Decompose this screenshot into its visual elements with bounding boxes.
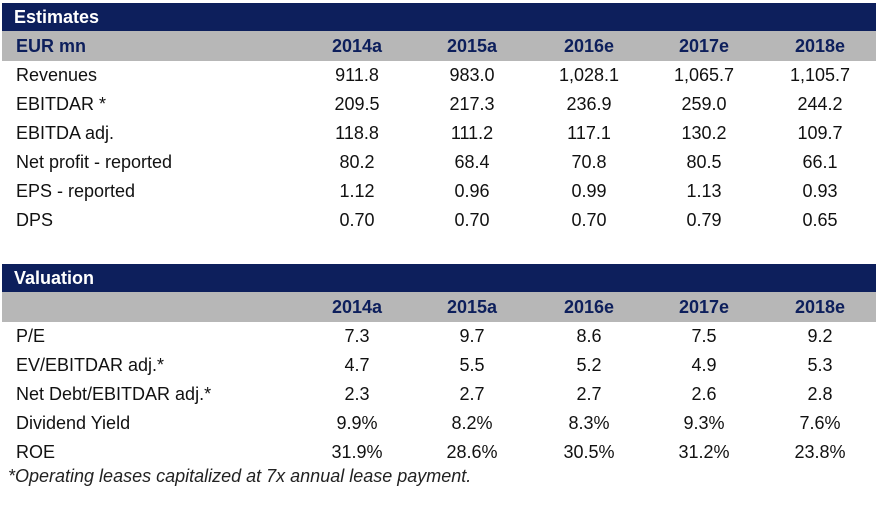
table-cell: 5.2 (576, 355, 602, 375)
table-cell: 8.2% (451, 413, 493, 433)
row-label: Dividend Yield (16, 413, 131, 433)
row-label: EBITDA adj. (16, 123, 115, 143)
row-label: EPS - reported (16, 181, 136, 201)
table-cell: 5.5 (459, 355, 485, 375)
row-label: DPS (16, 210, 54, 230)
table-row: Net profit - reported 80.2 68.4 70.8 80.… (2, 148, 876, 177)
table-cell: 0.70 (454, 210, 490, 230)
table-cell: 2.3 (344, 384, 370, 404)
table-cell: 23.8% (794, 442, 846, 462)
table-cell: 244.2 (797, 94, 843, 114)
table-cell: 28.6% (446, 442, 498, 462)
table-cell: 31.9% (331, 442, 383, 462)
table-cell: 117.1 (567, 123, 611, 143)
table-cell: 130.2 (681, 123, 727, 143)
table-cell: 259.0 (681, 94, 727, 114)
table-cell: 983.0 (449, 65, 495, 85)
table-cell: 9.7 (459, 326, 485, 346)
table-cell: 911.8 (335, 65, 379, 85)
table-row: EBITDAR * 209.5 217.3 236.9 259.0 244.2 (2, 90, 876, 119)
valuation-title: Valuation (2, 264, 876, 292)
table-row: EPS - reported 1.12 0.96 0.99 1.13 0.93 (2, 177, 876, 206)
table-cell: 68.4 (454, 152, 490, 172)
table-row: Revenues 911.8 983.0 1,028.1 1,065.7 1,1… (2, 61, 876, 90)
table-row: ROE 31.9% 28.6% 30.5% 31.2% 23.8% (2, 438, 876, 467)
table-cell: 0.93 (802, 181, 838, 201)
table-cell: 30.5% (563, 442, 615, 462)
table-cell: 4.9 (691, 355, 717, 375)
table-row: P/E 7.3 9.7 8.6 7.5 9.2 (2, 322, 876, 351)
table-cell: 80.2 (339, 152, 375, 172)
table-cell: 70.8 (571, 152, 607, 172)
table-row: Net Debt/EBITDAR adj.* 2.3 2.7 2.7 2.6 2… (2, 380, 876, 409)
table-cell: 1,105.7 (789, 65, 851, 85)
year-header: 2014a (331, 297, 383, 317)
table-cell: 1.13 (686, 181, 722, 201)
table-cell: 0.70 (571, 210, 607, 230)
year-header: 2014a (331, 36, 383, 56)
year-header: 2017e (678, 297, 730, 317)
table-cell: 111.2 (450, 123, 494, 143)
table-cell: 1,028.1 (558, 65, 620, 85)
table-cell: 0.99 (571, 181, 607, 201)
unit-label: EUR mn (16, 36, 87, 56)
table-cell: 1.12 (339, 181, 375, 201)
row-label: EV/EBITDAR adj.* (16, 355, 165, 375)
table-cell: 7.5 (691, 326, 717, 346)
year-header: 2018e (794, 36, 846, 56)
table-cell: 2.7 (459, 384, 485, 404)
table-row: Dividend Yield 9.9% 8.2% 8.3% 9.3% 7.6% (2, 409, 876, 438)
table-row: DPS 0.70 0.70 0.70 0.79 0.65 (2, 206, 876, 235)
table-cell: 9.9% (336, 413, 378, 433)
table-cell: 31.2% (678, 442, 730, 462)
table-cell: 109.7 (797, 123, 843, 143)
table-cell: 7.3 (344, 326, 370, 346)
table-cell: 236.9 (566, 94, 612, 114)
row-label: ROE (16, 442, 56, 462)
table-cell: 80.5 (686, 152, 722, 172)
table-cell: 209.5 (334, 94, 380, 114)
footnote: *Operating leases capitalized at 7x annu… (8, 466, 472, 486)
table-cell: 1,065.7 (673, 65, 735, 85)
table-cell: 9.3% (683, 413, 725, 433)
row-label: Net Debt/EBITDAR adj.* (16, 384, 212, 404)
table-cell: 8.3% (568, 413, 610, 433)
table-cell: 7.6% (799, 413, 841, 433)
year-header: 2015a (446, 36, 498, 56)
table-cell: 66.1 (802, 152, 838, 172)
valuation-header-row: 2014a 2015a 2016e 2017e 2018e (2, 292, 876, 322)
table-cell: 2.7 (576, 384, 602, 404)
table-cell: 2.6 (691, 384, 717, 404)
row-label: Net profit - reported (16, 152, 173, 172)
table-row: EBITDA adj. 118.8 111.2 117.1 130.2 109.… (2, 119, 876, 148)
row-label: P/E (16, 326, 46, 346)
year-header: 2015a (446, 297, 498, 317)
table-cell: 0.65 (802, 210, 838, 230)
year-header: 2018e (794, 297, 846, 317)
table-cell: 0.79 (686, 210, 722, 230)
table-cell: 4.7 (344, 355, 370, 375)
row-label: Revenues (16, 65, 98, 85)
estimates-header-row: EUR mn 2014a 2015a 2016e 2017e 2018e (2, 31, 876, 61)
table-cell: 0.96 (454, 181, 490, 201)
table-cell: 0.70 (339, 210, 375, 230)
year-header: 2017e (678, 36, 730, 56)
table-cell: 5.3 (807, 355, 833, 375)
estimates-title: Estimates (2, 3, 876, 31)
table-cell: 217.3 (449, 94, 495, 114)
table-cell: 8.6 (576, 326, 602, 346)
row-label: EBITDAR * (16, 94, 107, 114)
table-row: EV/EBITDAR adj.* 4.7 5.5 5.2 4.9 5.3 (2, 351, 876, 380)
table-cell: 2.8 (807, 384, 833, 404)
table-cell: 118.8 (335, 123, 379, 143)
year-header: 2016e (563, 297, 615, 317)
table-cell: 9.2 (807, 326, 833, 346)
year-header: 2016e (563, 36, 615, 56)
